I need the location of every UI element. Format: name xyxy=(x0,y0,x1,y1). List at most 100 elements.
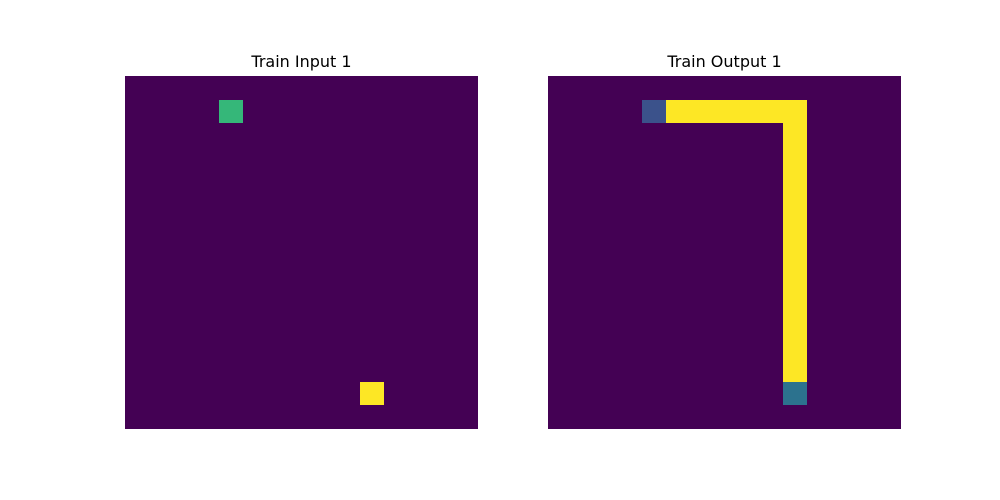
grid-cell xyxy=(336,123,361,147)
grid-cell xyxy=(454,123,478,147)
grid-cell xyxy=(642,146,666,171)
grid-cell xyxy=(830,217,854,241)
grid-cell xyxy=(360,76,384,100)
grid-cell xyxy=(313,217,337,241)
grid-cell xyxy=(806,123,831,147)
grid-cell xyxy=(266,193,290,218)
grid-cell xyxy=(336,193,361,218)
grid-cell xyxy=(242,381,267,406)
grid-cell xyxy=(877,76,901,100)
grid-cell xyxy=(125,193,149,218)
grid-cell xyxy=(665,217,690,241)
grid-cell xyxy=(571,76,596,100)
grid-cell xyxy=(806,193,831,218)
grid-cell xyxy=(736,287,760,312)
grid-cell xyxy=(712,76,737,100)
grid-cell xyxy=(172,99,196,124)
grid-cell xyxy=(548,170,572,194)
grid-cell xyxy=(665,264,690,288)
grid-cell xyxy=(618,217,643,241)
grid-cell xyxy=(360,193,384,218)
grid-cell xyxy=(595,358,619,382)
grid-cell xyxy=(360,264,384,288)
grid-cell xyxy=(665,287,690,312)
grid-cell xyxy=(806,146,831,171)
grid-cell xyxy=(266,217,290,241)
grid-cell xyxy=(853,170,878,194)
grid-cell xyxy=(172,146,196,171)
grid-cell xyxy=(219,405,243,429)
grid-cell xyxy=(383,193,408,218)
grid-cell xyxy=(407,358,431,382)
grid-cell xyxy=(759,193,784,218)
grid-cell xyxy=(336,217,361,241)
grid-cell xyxy=(313,334,337,359)
grid-cell xyxy=(148,264,173,288)
grid-cell xyxy=(407,311,431,335)
grid-cell xyxy=(783,311,807,335)
grid-cell xyxy=(360,287,384,312)
grid-cell xyxy=(336,76,361,100)
grid-cell xyxy=(383,358,408,382)
grid-cell xyxy=(665,123,690,147)
grid-cell xyxy=(430,381,455,406)
grid-cell xyxy=(548,146,572,171)
grid-cell xyxy=(172,311,196,335)
grid-cell xyxy=(219,264,243,288)
grid-cell xyxy=(618,405,643,429)
grid-cell xyxy=(712,311,737,335)
grid-cell xyxy=(853,264,878,288)
grid-cell xyxy=(360,123,384,147)
grid-cell xyxy=(430,146,455,171)
grid-cell xyxy=(242,264,267,288)
grid-cell xyxy=(360,358,384,382)
grid-cell xyxy=(759,170,784,194)
grid-cell xyxy=(289,123,314,147)
grid-cell xyxy=(830,146,854,171)
grid-cell xyxy=(665,193,690,218)
grid-cell xyxy=(383,240,408,265)
grid-cell xyxy=(642,405,666,429)
grid-cell xyxy=(407,217,431,241)
grid-cell xyxy=(148,240,173,265)
grid-cell xyxy=(219,381,243,406)
grid-cell xyxy=(172,240,196,265)
grid-cell xyxy=(242,334,267,359)
grid-cell xyxy=(689,193,713,218)
grid-cell xyxy=(689,311,713,335)
grid-cell xyxy=(266,76,290,100)
grid-cell xyxy=(853,334,878,359)
grid-cell xyxy=(665,240,690,265)
grid-cell xyxy=(242,193,267,218)
grid-cell xyxy=(783,170,807,194)
grid-cell xyxy=(548,334,572,359)
grid-cell xyxy=(266,287,290,312)
grid-cell xyxy=(454,170,478,194)
grid-cell xyxy=(289,217,314,241)
grid-cell xyxy=(618,99,643,124)
grid-cell xyxy=(195,170,220,194)
grid-cell xyxy=(360,240,384,265)
grid-cell xyxy=(712,193,737,218)
grid-cell xyxy=(642,76,666,100)
grid-cell xyxy=(830,170,854,194)
grid-cell xyxy=(877,123,901,147)
grid-cell xyxy=(219,217,243,241)
grid-cell xyxy=(806,217,831,241)
grid-cell xyxy=(407,193,431,218)
grid-cell xyxy=(712,99,737,124)
grid-cell xyxy=(383,76,408,100)
grid-cell xyxy=(830,123,854,147)
grid-cell xyxy=(360,311,384,335)
grid-cell xyxy=(736,264,760,288)
grid-cell xyxy=(689,334,713,359)
grid-cell xyxy=(736,170,760,194)
grid-cell xyxy=(266,170,290,194)
grid-cell xyxy=(360,405,384,429)
grid-cell xyxy=(313,381,337,406)
grid-cell xyxy=(853,193,878,218)
grid-cell xyxy=(430,99,455,124)
grid-cell xyxy=(853,99,878,124)
grid-cell xyxy=(830,405,854,429)
